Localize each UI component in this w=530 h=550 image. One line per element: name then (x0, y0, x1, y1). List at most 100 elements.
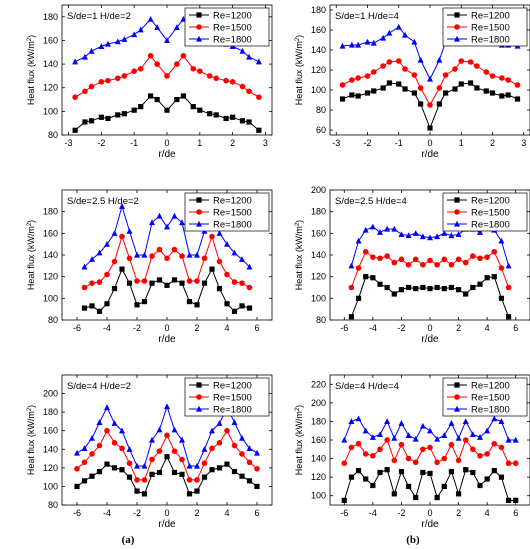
data-point-re-1200 (134, 302, 140, 308)
data-point-re-1500 (427, 444, 433, 451)
data-point-re-1200 (149, 280, 155, 286)
data-point-re-1500 (126, 255, 133, 262)
data-point-re-1800 (81, 53, 88, 60)
data-point-re-1800 (186, 251, 193, 258)
data-point-re-1200 (474, 85, 480, 91)
data-point-re-1500 (341, 460, 348, 467)
x-tick-label: -2 (397, 508, 405, 518)
legend-label: Re=1200 (471, 11, 510, 22)
data-point-re-1800 (194, 462, 200, 469)
legend-marker (454, 394, 460, 400)
data-point-re-1500 (171, 246, 178, 253)
data-point-re-1200 (246, 305, 253, 311)
data-point-re-1500 (137, 66, 144, 72)
data-point-re-1200 (209, 467, 215, 473)
y-tick-label: 180 (311, 5, 326, 15)
data-point-re-1800 (380, 34, 387, 41)
data-point-re-1200 (377, 281, 383, 287)
data-point-re-1200 (391, 491, 397, 497)
data-point-re-1500 (412, 459, 419, 466)
data-point-re-1500 (442, 72, 449, 78)
data-point-re-1500 (224, 271, 230, 278)
data-point-re-1200 (483, 88, 489, 94)
data-point-re-1200 (477, 281, 483, 287)
data-point-re-1200 (197, 107, 203, 113)
legend-label: Re=1200 (471, 381, 510, 392)
y-tick-label: 120 (311, 65, 326, 75)
data-point-re-1200 (396, 81, 402, 87)
legend-marker (454, 382, 460, 388)
data-point-re-1500 (477, 255, 483, 262)
data-point-re-1500 (239, 280, 245, 286)
legend-label: Re=1800 (471, 405, 510, 416)
data-point-re-1500 (477, 452, 483, 459)
data-point-re-1200 (427, 470, 433, 477)
chart-b3: -6 -4 -2 0 2 4 6 100 120 140 160 180 200 220 r/de Heat … (294, 374, 530, 530)
data-point-re-1800 (419, 422, 426, 429)
y-tick-label: 140 (311, 45, 326, 55)
data-point-re-1500 (470, 446, 476, 453)
x-axis-label: r/de (421, 519, 439, 530)
data-point-re-1200 (377, 469, 383, 476)
x-tick-label: 2 (456, 323, 461, 333)
data-point-re-1800 (74, 449, 80, 456)
data-point-re-1200 (180, 93, 187, 99)
data-point-re-1500 (474, 63, 480, 69)
x-tick-label: 0 (164, 138, 169, 148)
data-point-re-1500 (348, 444, 355, 451)
y-tick-label: 60 (316, 125, 326, 135)
data-point-re-1800 (104, 240, 110, 247)
data-point-re-1500 (512, 460, 519, 467)
data-point-re-1500 (98, 79, 105, 85)
x-tick-label: -2 (133, 508, 141, 518)
x-tick-label: -4 (369, 508, 377, 518)
y-tick-label: 140 (311, 250, 326, 260)
y-tick-label: 180 (43, 207, 58, 217)
x-axis-label: r/de (158, 149, 176, 160)
y-tick-label: 100 (43, 293, 58, 303)
y-tick-label: 120 (43, 463, 58, 473)
data-point-re-1200 (398, 468, 405, 475)
data-point-re-1200 (386, 80, 392, 86)
data-point-re-1500 (370, 452, 376, 459)
data-point-re-1200 (194, 302, 200, 308)
data-point-re-1800 (173, 24, 180, 31)
data-point-re-1200 (363, 476, 369, 482)
data-point-re-1800 (455, 231, 462, 238)
y-tick-label: 100 (311, 491, 326, 501)
data-point-re-1200 (413, 494, 419, 501)
x-tick-label: 3 (263, 138, 268, 148)
data-point-re-1200 (126, 474, 133, 480)
legend-marker (196, 12, 202, 18)
y-tick-label: 160 (311, 25, 326, 35)
data-point-re-1500 (197, 68, 203, 74)
data-point-re-1200 (201, 474, 208, 480)
x-tick-label: 2 (456, 508, 461, 518)
data-point-re-1800 (96, 419, 103, 425)
data-point-re-1200 (246, 478, 253, 484)
data-point-re-1800 (398, 420, 405, 426)
data-point-re-1200 (348, 474, 355, 480)
data-point-re-1200 (477, 482, 483, 489)
legend-marker (196, 382, 202, 388)
data-point-re-1200 (370, 275, 376, 281)
data-point-re-1500 (149, 253, 155, 259)
data-point-re-1500 (229, 79, 236, 85)
data-point-re-1500 (441, 455, 448, 462)
data-point-re-1200 (224, 461, 230, 467)
data-point-re-1800 (179, 436, 185, 443)
data-point-re-1200 (441, 285, 447, 292)
data-point-re-1500 (498, 444, 505, 451)
y-tick-label: 140 (311, 454, 326, 464)
data-point-re-1500 (398, 256, 405, 263)
data-point-re-1200 (349, 92, 355, 98)
x-tick-label: 2 (230, 138, 235, 148)
data-point-re-1200 (455, 491, 462, 497)
data-point-re-1200 (141, 298, 148, 305)
data-point-re-1800 (137, 26, 144, 33)
data-point-re-1200 (156, 469, 163, 476)
data-point-re-1800 (194, 251, 200, 258)
data-point-re-1500 (89, 280, 95, 286)
data-point-re-1200 (186, 491, 193, 497)
legend-marker (454, 220, 460, 227)
